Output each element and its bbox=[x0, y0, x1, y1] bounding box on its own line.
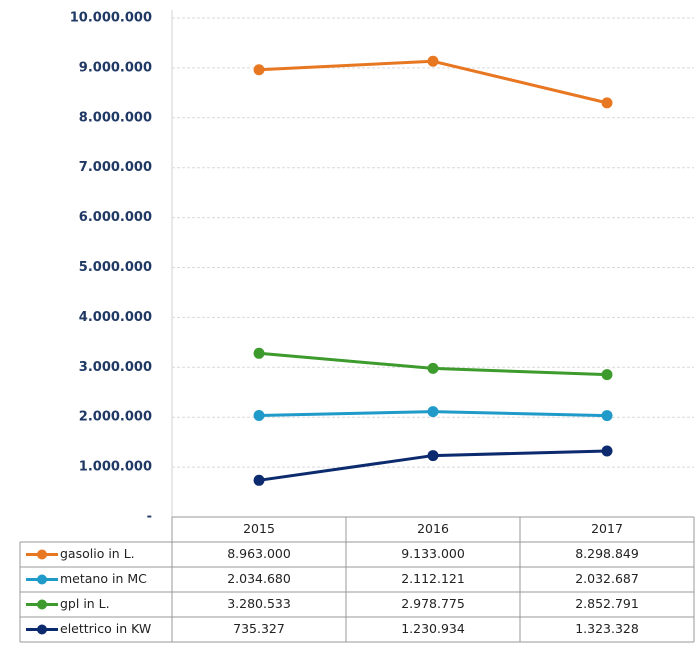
y-tick-label: 2.000.000 bbox=[79, 410, 152, 425]
x-tick-label: 2017 bbox=[591, 521, 623, 536]
data-point bbox=[601, 445, 613, 457]
legend-marker bbox=[37, 624, 47, 635]
y-tick-label: 10.000.000 bbox=[70, 11, 152, 26]
data-point bbox=[253, 347, 265, 359]
x-tick-label: 2015 bbox=[243, 521, 275, 536]
legend-marker bbox=[37, 574, 47, 585]
data-point bbox=[427, 362, 439, 374]
legend-label: gasolio in L. bbox=[60, 546, 135, 561]
data-label: 2.978.775 bbox=[401, 596, 465, 611]
data-label: 9.133.000 bbox=[401, 546, 465, 561]
y-tick-label: 6.000.000 bbox=[79, 210, 152, 225]
x-tick-label: 2016 bbox=[417, 521, 449, 536]
data-label: 8.298.849 bbox=[575, 546, 639, 561]
y-tick-label: - bbox=[147, 510, 152, 525]
legend-marker bbox=[37, 549, 47, 560]
data-point bbox=[601, 369, 613, 381]
data-label: 2.034.680 bbox=[227, 571, 291, 586]
data-label: 2.112.121 bbox=[401, 571, 465, 586]
data-label: 735.327 bbox=[233, 621, 285, 636]
data-point bbox=[601, 410, 613, 422]
y-tick-label: 7.000.000 bbox=[79, 160, 152, 175]
y-tick-label: 3.000.000 bbox=[79, 360, 152, 375]
data-point bbox=[253, 64, 265, 76]
legend-label: metano in MC bbox=[60, 571, 147, 586]
legend-label: gpl in L. bbox=[60, 596, 110, 611]
data-point bbox=[427, 55, 439, 67]
data-label: 1.230.934 bbox=[401, 621, 465, 636]
data-label: 2.852.791 bbox=[575, 596, 639, 611]
y-tick-label: 4.000.000 bbox=[79, 310, 152, 325]
y-tick-label: 1.000.000 bbox=[79, 460, 152, 475]
data-label: 1.323.328 bbox=[575, 621, 639, 636]
data-label: 2.032.687 bbox=[575, 571, 639, 586]
legend-marker bbox=[37, 599, 47, 610]
data-point bbox=[601, 97, 613, 109]
data-point bbox=[427, 406, 439, 418]
y-tick-label: 9.000.000 bbox=[79, 60, 152, 75]
data-point bbox=[253, 409, 265, 421]
legend-label: elettrico in KW bbox=[60, 621, 151, 636]
data-point bbox=[427, 450, 439, 462]
y-tick-label: 8.000.000 bbox=[79, 110, 152, 125]
data-point bbox=[253, 474, 265, 486]
data-label: 8.963.000 bbox=[227, 546, 291, 561]
data-label: 3.280.533 bbox=[227, 596, 291, 611]
y-tick-label: 5.000.000 bbox=[79, 260, 152, 275]
